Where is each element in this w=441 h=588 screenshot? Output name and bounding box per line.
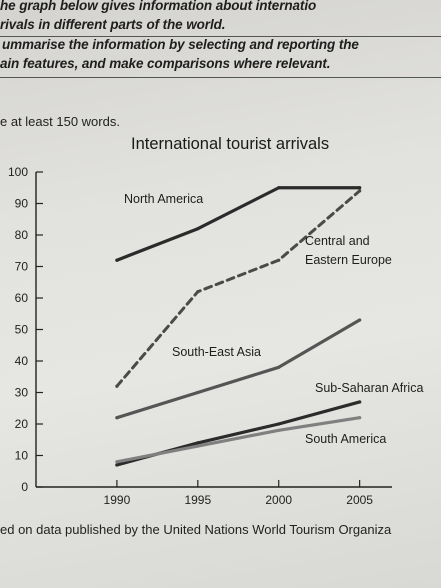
data-point xyxy=(358,186,362,190)
chart-axes: 0 10 20 30 40 50 60 70 80 90 100 1990 1995 2000 2005 xyxy=(8,165,392,507)
instruction-line-4: ain features, and make comparisons where… xyxy=(0,56,331,71)
instruction-line-1: he graph below gives information about i… xyxy=(0,0,317,13)
data-point xyxy=(196,444,200,448)
y-tick-label: 20 xyxy=(15,417,29,431)
series-label: Eastern Europe xyxy=(305,253,392,267)
instruction-line-2: rivals in different parts of the world. xyxy=(0,17,226,32)
data-point xyxy=(277,422,281,426)
data-point xyxy=(196,441,200,445)
x-tick-label: 1990 xyxy=(104,493,131,507)
data-point xyxy=(358,189,362,193)
chart-title: International tourist arrivals xyxy=(131,135,330,153)
y-tick-label: 80 xyxy=(15,228,29,242)
data-point xyxy=(277,258,281,262)
y-tick-label: 40 xyxy=(15,354,29,368)
series-line-north-america xyxy=(115,186,362,262)
divider-top xyxy=(0,36,441,37)
series-line-south-east-asia xyxy=(115,318,362,420)
y-tick-label: 60 xyxy=(15,291,29,305)
y-tick-label: 50 xyxy=(15,323,29,337)
divider-middle xyxy=(0,77,441,78)
data-point xyxy=(358,400,362,404)
data-point xyxy=(115,384,119,388)
x-tick-label: 2005 xyxy=(346,493,373,507)
series-line-south-america xyxy=(115,416,362,464)
data-point xyxy=(115,258,119,262)
series-label: Central and xyxy=(305,234,370,248)
data-point xyxy=(196,390,200,395)
data-point xyxy=(115,416,119,420)
data-point xyxy=(196,227,200,231)
y-tick-label: 90 xyxy=(15,197,29,211)
series-line-central-and-eastern-europe xyxy=(115,189,362,388)
word-count-note: e at least 150 words. xyxy=(0,114,120,129)
data-point xyxy=(196,290,200,294)
series-label: North America xyxy=(124,192,203,206)
chart-series-labels: North America Central and Eastern Europe So… xyxy=(124,192,423,446)
data-point xyxy=(115,460,119,464)
data-point xyxy=(115,463,119,467)
data-point xyxy=(358,318,362,322)
y-tick-label: 10 xyxy=(15,449,29,463)
y-tick-label: 0 xyxy=(21,480,28,494)
x-tick-label: 2000 xyxy=(265,493,292,507)
series-label: Sub-Saharan Africa xyxy=(315,381,423,395)
y-tick-label: 70 xyxy=(15,260,29,274)
y-tick-label: 100 xyxy=(8,165,28,179)
chart-series xyxy=(115,186,362,467)
data-point xyxy=(277,186,281,190)
y-tick-label: 30 xyxy=(15,386,29,400)
x-tick-label: 1995 xyxy=(184,493,211,507)
data-point xyxy=(277,428,281,432)
series-label: South America xyxy=(305,432,386,446)
data-point xyxy=(358,416,362,420)
data-point xyxy=(277,365,281,369)
source-note: ed on data published by the United Natio… xyxy=(0,522,392,537)
series-label: South-East Asia xyxy=(172,345,261,359)
instruction-line-3: ummarise the information by selecting an… xyxy=(2,37,359,52)
